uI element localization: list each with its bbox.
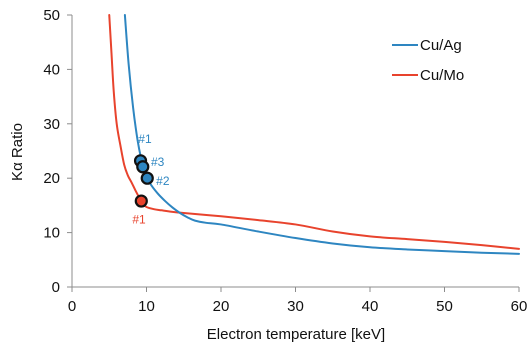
x-tick-label: 40 <box>362 298 379 315</box>
y-tick-label: 20 <box>43 170 60 187</box>
y-tick-label: 10 <box>43 225 60 242</box>
x-tick-label: 30 <box>287 298 304 315</box>
y-tick-label: 0 <box>52 279 60 296</box>
legend-label: Cu/Ag <box>420 37 462 54</box>
y-tick-label: 40 <box>43 61 60 78</box>
x-tick-label: 20 <box>213 298 230 315</box>
series-line-cu-mo <box>108 14 520 250</box>
legend-label: Cu/Mo <box>420 67 464 84</box>
x-tick-label: 50 <box>436 298 453 315</box>
axes: 0 10 20 30 40 50 0 10 20 30 40 50 60 <box>43 7 527 315</box>
y-tick-label: 50 <box>43 7 60 24</box>
x-tick-label: 10 <box>138 298 155 315</box>
point-annotation-label: #1 <box>132 213 146 227</box>
annotations: #1 #3 #2 #1 <box>132 132 170 227</box>
data-point-marker <box>140 171 154 185</box>
data-markers <box>133 154 154 208</box>
data-point-marker <box>134 194 148 208</box>
point-annotation-label: #1 <box>138 132 152 146</box>
x-tick-label: 60 <box>511 298 528 315</box>
legend: Cu/Ag Cu/Mo <box>392 37 464 84</box>
point-annotation-label: #3 <box>151 155 165 169</box>
y-tick-label: 30 <box>43 116 60 133</box>
data-point-marker <box>136 160 150 174</box>
x-tick-label: 0 <box>68 298 76 315</box>
y-axis-title: Kα Ratio <box>9 123 26 181</box>
x-axis-title: Electron temperature [keV] <box>207 326 385 343</box>
point-annotation-label: #2 <box>156 174 170 188</box>
